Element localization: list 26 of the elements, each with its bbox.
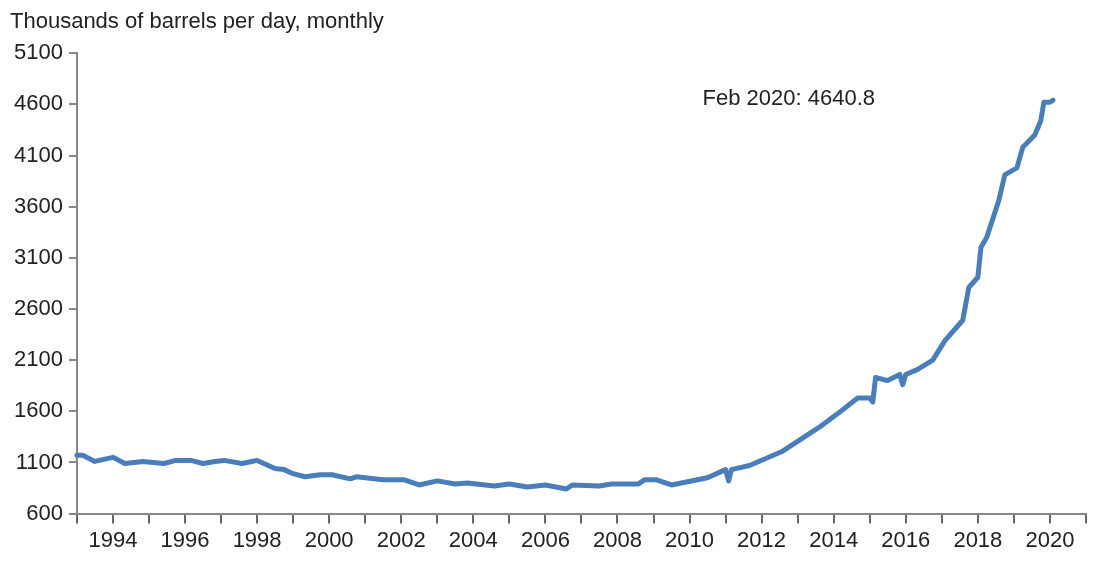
x-tick-label: 2004 [448, 526, 498, 552]
y-axis-title: Thousands of barrels per day, monthly [10, 8, 385, 34]
x-tick-label: 2002 [376, 526, 426, 552]
x-tick-label: 2020 [1025, 526, 1075, 552]
x-tick-label: 2012 [737, 526, 787, 552]
x-tick-label: 2000 [304, 526, 354, 552]
y-tick-label: 4600 [13, 90, 63, 116]
y-tick-label: 4100 [13, 141, 63, 167]
y-tick-label: 3100 [13, 243, 63, 269]
x-tick-label: 2010 [665, 526, 715, 552]
y-tick-label: 3600 [13, 192, 63, 218]
x-tick-label: 2006 [520, 526, 570, 552]
y-tick-label: 1100 [15, 448, 63, 474]
annotation: Feb 2020: 4640.8 [702, 85, 876, 111]
x-tick-label: 2018 [953, 526, 1003, 552]
y-tick-label: 600 [26, 499, 63, 525]
x-tick-label: 1998 [232, 526, 282, 552]
x-tick-label: 2014 [809, 526, 859, 552]
x-tick-label: 1994 [88, 526, 138, 552]
x-tick-label: 1996 [160, 526, 210, 552]
x-tick-label: 2008 [592, 526, 642, 552]
y-tick-label: 1600 [13, 397, 63, 423]
y-tick-label: 5100 [13, 39, 63, 65]
x-tick-label: 2016 [881, 526, 931, 552]
y-tick-label: 2600 [13, 295, 63, 321]
y-tick-label: 2100 [13, 346, 63, 372]
